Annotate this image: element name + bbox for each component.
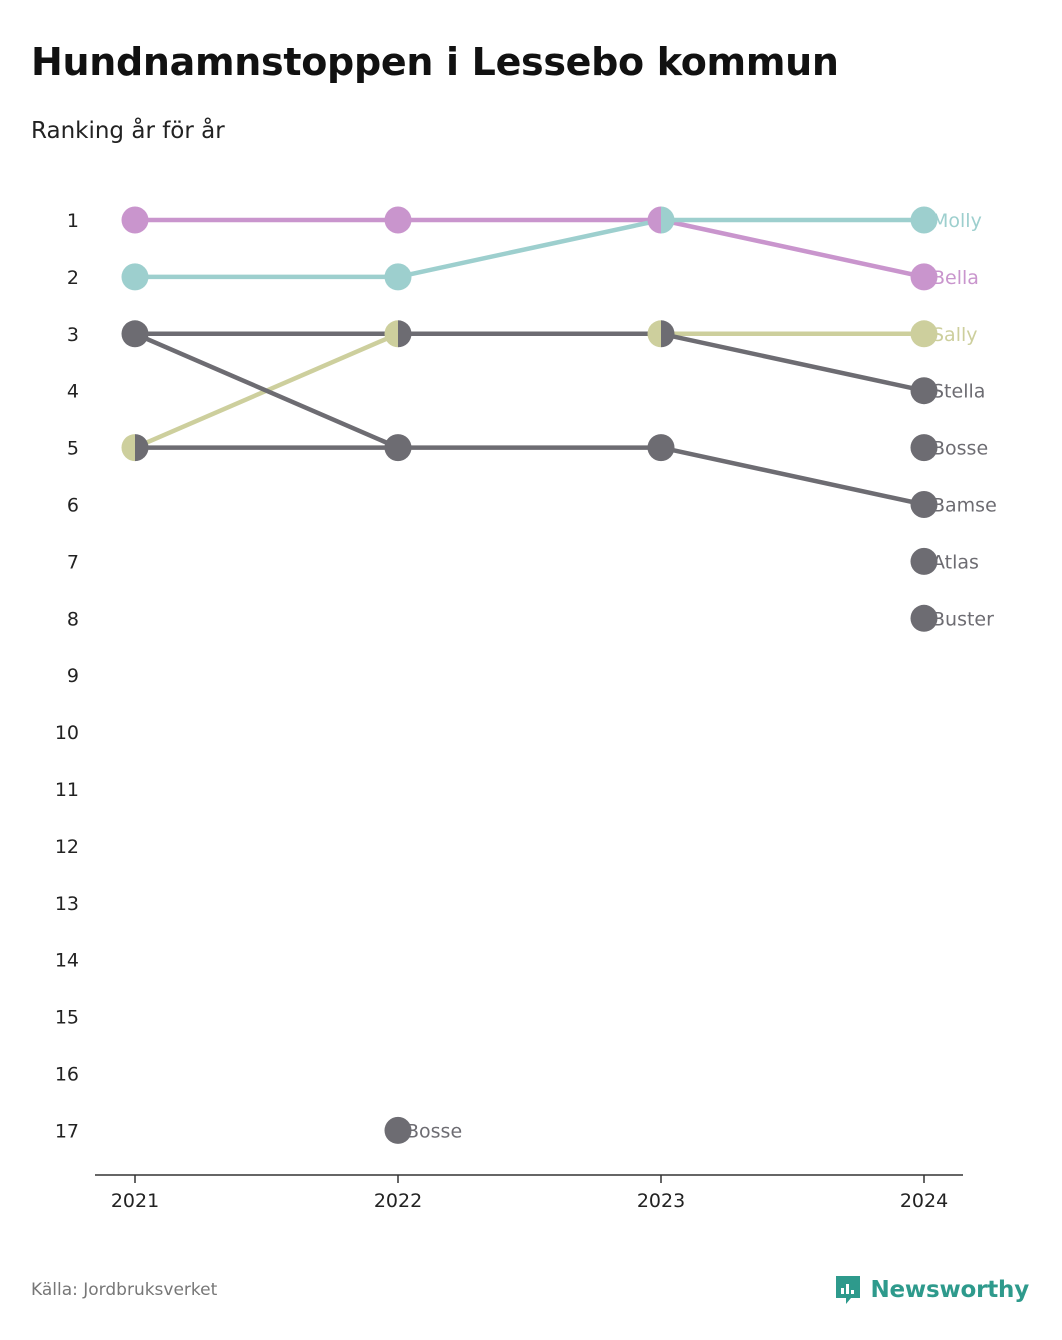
y-tick-label: 4 [67,381,79,403]
data-point[interactable] [121,320,149,348]
series-label: Buster [932,608,994,630]
data-point[interactable] [910,377,938,405]
series-label: Bella [932,267,979,289]
data-point[interactable] [910,604,938,632]
chart-title: Hundnamnstoppen i Lessebo kommun [31,40,839,84]
brand-name: Newsworthy [870,1277,1029,1303]
data-point[interactable] [910,547,938,575]
source-note: Källa: Jordbruksverket [31,1280,218,1300]
data-point[interactable] [384,320,399,348]
y-tick-label: 2 [67,267,79,289]
data-point[interactable] [121,263,149,291]
data-point[interactable] [661,206,675,234]
data-point[interactable] [661,320,675,348]
series-line-segment [132,331,401,450]
y-tick-label: 17 [55,1120,79,1142]
y-tick-label: 8 [67,608,79,630]
series-labels: Bella Molly Sally Stella Bamse Bosse Bosse Atla… [406,210,997,1142]
data-point[interactable] [910,434,938,462]
data-point[interactable] [910,206,938,234]
x-tick-label: 2023 [637,1190,685,1212]
y-tick-label: 9 [67,665,79,687]
y-tick-label: 12 [55,836,79,858]
series-label: Molly [932,210,982,232]
brand-logo[interactable]: Newsworthy [834,1274,1029,1306]
y-tick-label: 5 [67,438,79,460]
data-point[interactable] [121,206,149,234]
series-points [121,206,938,1144]
series-label: Bamse [932,495,997,517]
series-lines [132,217,927,507]
newsworthy-logo-icon [836,1276,861,1304]
data-point[interactable] [384,1116,412,1144]
data-point[interactable] [647,320,662,348]
y-tick-label: 6 [67,495,79,517]
series-label: Sally [932,324,978,346]
series-line-segment [658,445,927,507]
y-tick-label: 11 [55,779,79,801]
data-point[interactable] [647,434,675,462]
data-point[interactable] [121,434,136,462]
x-tick-label: 2021 [111,1190,159,1212]
data-point[interactable] [398,320,412,348]
data-point[interactable] [647,206,662,234]
series-label: Atlas [932,551,979,573]
y-tick-label: 7 [67,551,79,573]
y-tick-label: 3 [67,324,79,346]
data-point[interactable] [384,206,412,234]
series-label: Bosse [932,438,988,460]
y-tick-label: 1 [67,210,79,232]
y-tick-label: 13 [55,893,79,915]
x-tick-label: 2024 [900,1190,948,1212]
y-tick-label: 15 [55,1007,79,1029]
x-axis: 2021 2022 2023 2024 [95,1174,963,1212]
y-tick-label: 14 [55,950,79,972]
series-line-segment [658,217,927,280]
y-tick-label: 16 [55,1064,79,1086]
series-line-segment [658,331,927,393]
series-label: Stella [932,381,985,403]
y-tick-label: 10 [55,722,79,744]
series-label: Bosse [406,1120,462,1142]
data-point[interactable] [910,320,938,348]
data-point[interactable] [910,491,938,518]
data-point[interactable] [384,263,412,291]
x-tick-label: 2022 [374,1190,422,1212]
chart-subtitle: Ranking år för år [31,118,225,144]
series-line-segment [395,217,664,280]
data-point[interactable] [135,434,149,462]
data-point[interactable] [910,263,938,291]
data-point[interactable] [384,434,412,462]
